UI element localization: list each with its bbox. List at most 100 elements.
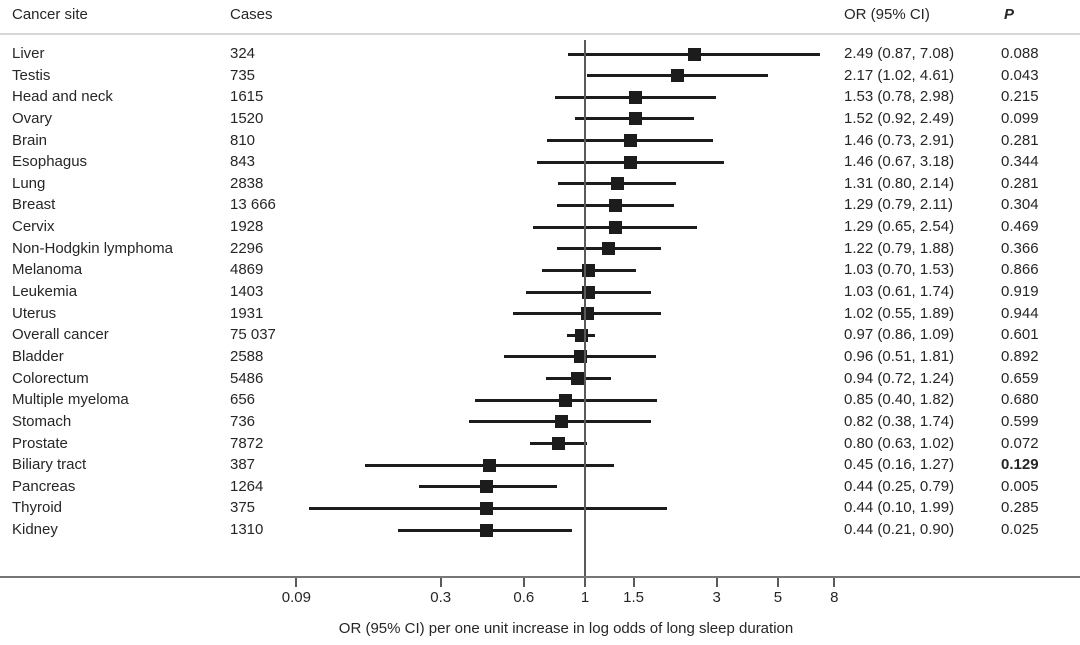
row-or-ci-value: 0.94 (0.72, 1.24) — [844, 369, 955, 387]
x-axis-tick-mark — [522, 578, 525, 587]
x-axis-tick-label: 1.5 — [623, 589, 645, 606]
row-cancer-site-label: Colorectum — [12, 369, 89, 387]
row-or-point-marker — [623, 155, 637, 169]
row-p-value: 0.469 — [1001, 218, 1039, 236]
row-cancer-site-label: Ovary — [12, 109, 53, 127]
row-or-point-marker — [602, 242, 616, 256]
x-axis-tick-label: 0.09 — [281, 589, 311, 606]
row-p-value: 0.215 — [1001, 88, 1039, 106]
row-cases-value: 1403 — [230, 283, 264, 301]
row-or-point-marker — [480, 480, 494, 494]
row-or-point-marker — [623, 134, 637, 148]
row-p-value: 0.919 — [1001, 283, 1039, 301]
row-p-value: 0.072 — [1001, 434, 1039, 452]
row-or-ci-value: 1.29 (0.79, 2.11) — [844, 196, 953, 214]
row-cases-value: 13 666 — [230, 196, 276, 214]
row-cases-value: 324 — [230, 45, 256, 62]
row-or-point-marker — [559, 393, 573, 407]
row-p-value: 0.599 — [1001, 412, 1039, 430]
row-or-ci-value: 0.82 (0.38, 1.74) — [844, 412, 955, 430]
row-or-ci-value: 1.46 (0.67, 3.18) — [844, 153, 955, 171]
row-cases-value: 2296 — [230, 239, 264, 257]
row-cases-value: 375 — [230, 499, 256, 517]
row-cancer-site-label: Liver — [12, 45, 45, 62]
row-or-ci-value: 0.44 (0.10, 1.99) — [844, 499, 955, 517]
row-p-value: 0.680 — [1001, 391, 1039, 409]
row-or-point-marker — [580, 307, 594, 321]
row-cases-value: 7872 — [230, 434, 264, 452]
row-or-ci-value: 1.02 (0.55, 1.89) — [844, 304, 955, 322]
row-cancer-site-label: Kidney — [12, 521, 58, 539]
row-p-value: 0.944 — [1001, 304, 1039, 322]
row-cancer-site-label: Biliary tract — [12, 456, 87, 474]
row-p-value: 0.281 — [1001, 131, 1039, 149]
row-or-point-marker — [480, 501, 494, 515]
row-cancer-site-label: Lung — [12, 174, 46, 192]
row-cancer-site-label: Overall cancer — [12, 326, 109, 344]
x-axis-tick-mark — [715, 578, 718, 587]
row-or-ci-value: 0.44 (0.25, 0.79) — [844, 477, 955, 495]
row-p-value: 0.866 — [1001, 261, 1039, 279]
row-cases-value: 387 — [230, 456, 256, 474]
row-or-ci-value: 0.97 (0.86, 1.09) — [844, 326, 955, 344]
row-cancer-site-label: Melanoma — [12, 261, 83, 279]
row-or-ci-value: 1.03 (0.61, 1.74) — [844, 283, 955, 301]
row-cases-value: 4869 — [230, 261, 264, 279]
row-cases-value: 1615 — [230, 88, 264, 106]
row-or-ci-value: 1.03 (0.70, 1.53) — [844, 261, 955, 279]
row-cancer-site-label: Non-Hodgkin lymphoma — [12, 239, 173, 257]
row-cancer-site-label: Breast — [12, 196, 56, 214]
row-or-ci-value: 1.46 (0.73, 2.91) — [844, 131, 955, 149]
row-cases-value: 1931 — [230, 304, 264, 322]
row-cancer-site-label: Pancreas — [12, 477, 76, 495]
row-cases-value: 656 — [230, 391, 256, 409]
row-p-value: 0.043 — [1001, 66, 1039, 84]
x-axis-tick-mark — [584, 578, 586, 587]
row-or-ci-value: 2.49 (0.87, 7.08) — [844, 45, 955, 62]
x-axis-tick-mark — [632, 578, 635, 587]
row-cases-value: 2588 — [230, 347, 264, 365]
x-axis-tick-label: 0.6 — [513, 589, 535, 606]
row-cases-value: 735 — [230, 66, 256, 84]
x-axis-tick-label: 5 — [773, 589, 783, 606]
reference-line-or-1 — [584, 40, 586, 578]
row-or-point-marker — [480, 523, 494, 537]
row-cancer-site-label: Testis — [12, 66, 51, 84]
row-cancer-site-label: Head and neck — [12, 88, 113, 106]
row-p-value: 0.659 — [1001, 369, 1039, 387]
row-or-point-marker — [554, 415, 568, 429]
row-p-value: 0.366 — [1001, 239, 1039, 257]
row-or-point-marker — [629, 90, 643, 104]
x-axis-label: OR (95% CI) per one unit increase in log… — [338, 620, 794, 637]
row-or-point-marker — [628, 112, 642, 126]
row-or-ci-value: 1.31 (0.80, 2.14) — [844, 174, 955, 192]
x-axis-line — [0, 576, 1080, 578]
row-p-value: 0.304 — [1001, 196, 1039, 214]
row-or-point-marker — [671, 69, 685, 83]
x-axis-tick-label: 8 — [830, 589, 839, 606]
row-cancer-site-label: Prostate — [12, 434, 68, 452]
row-or-point-marker — [482, 458, 496, 472]
row-p-value: 0.601 — [1001, 326, 1039, 344]
row-or-ci-value: 0.85 (0.40, 1.82) — [844, 391, 955, 409]
row-or-ci-value: 1.53 (0.78, 2.98) — [844, 88, 955, 106]
row-p-value: 0.129 — [1001, 456, 1039, 474]
column-header-cases: Cases — [230, 6, 273, 23]
row-p-value: 0.005 — [1001, 477, 1039, 495]
row-or-ci-value: 0.80 (0.63, 1.02) — [844, 434, 955, 452]
row-cases-value: 1520 — [230, 109, 264, 127]
x-axis-tick-label: 0.3 — [430, 589, 452, 606]
row-p-value: 0.344 — [1001, 153, 1039, 171]
row-or-point-marker — [609, 198, 623, 212]
row-p-value: 0.281 — [1001, 174, 1039, 192]
x-axis-tick-mark — [776, 578, 779, 587]
row-p-value: 0.025 — [1001, 521, 1039, 539]
row-cases-value: 1310 — [230, 521, 264, 539]
column-header-cancer-site: Cancer site — [12, 6, 88, 23]
row-cancer-site-label: Leukemia — [12, 283, 78, 301]
row-p-value: 0.099 — [1001, 109, 1039, 127]
row-cases-value: 810 — [230, 131, 256, 149]
row-cases-value: 736 — [230, 412, 256, 430]
row-cases-value: 1264 — [230, 477, 264, 495]
header-separator-line — [0, 33, 1080, 35]
